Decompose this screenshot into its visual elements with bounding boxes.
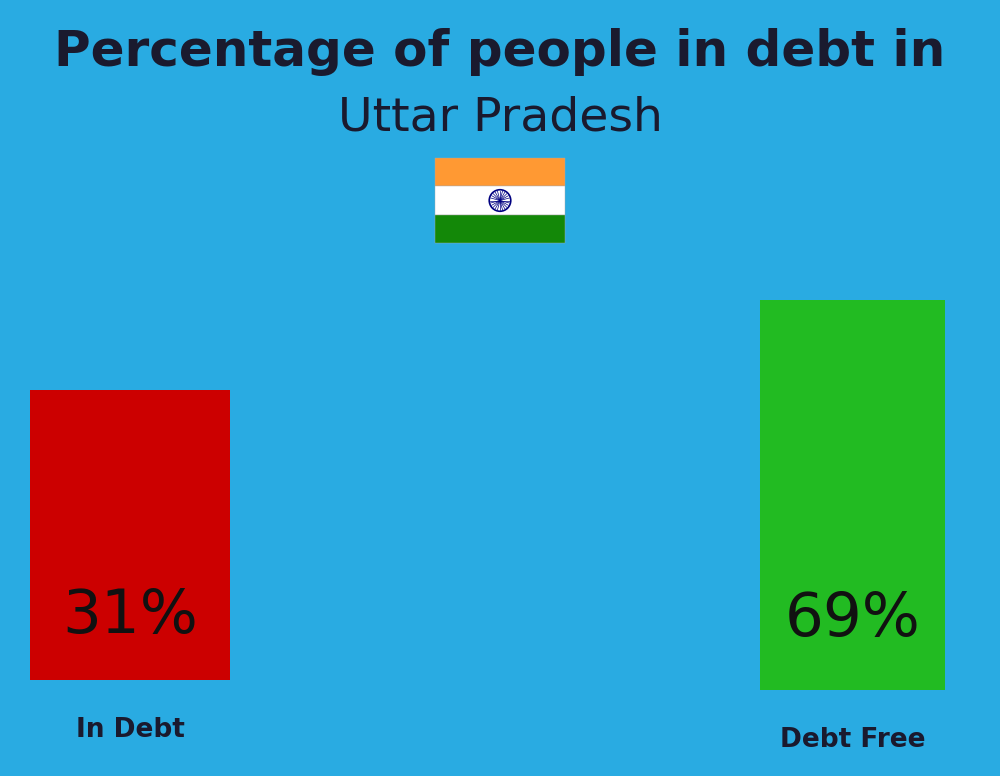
Bar — [435, 215, 565, 243]
Bar — [435, 186, 565, 215]
Text: Debt Free: Debt Free — [780, 727, 925, 753]
Text: 69%: 69% — [785, 591, 920, 650]
Text: 31%: 31% — [62, 587, 198, 646]
Text: In Debt: In Debt — [76, 717, 184, 743]
Text: Uttar Pradesh: Uttar Pradesh — [338, 95, 662, 140]
Bar — [30, 390, 230, 680]
Bar — [435, 158, 565, 186]
Text: Percentage of people in debt in: Percentage of people in debt in — [54, 28, 946, 76]
Bar — [760, 300, 945, 690]
